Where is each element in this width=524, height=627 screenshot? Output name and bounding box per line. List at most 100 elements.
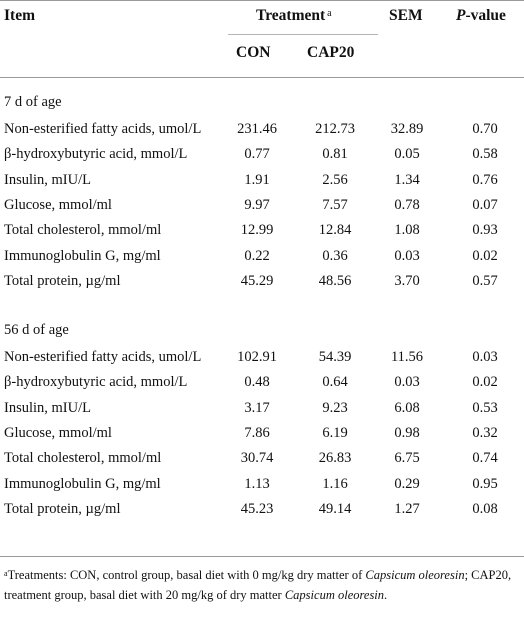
cell-pvalue: 0.32 [472, 424, 498, 441]
cell-pvalue: 0.93 [472, 222, 498, 239]
table-row: Total cholesterol, mmol/ml 12.99 12.84 1.08… [0, 218, 524, 243]
header-treatment-label: Treatment [256, 7, 326, 24]
cell-item: β-hydroxybutyric acid, mmol/L [4, 146, 188, 163]
cell-item: Non-esterified fatty acids, umol/L [4, 349, 202, 365]
footnote-text-1: Treatments: CON, control group, basal di… [7, 568, 366, 582]
cell-pvalue: 0.02 [472, 247, 498, 264]
section-title: 56 d of age [4, 322, 69, 338]
cell-cap20: 48.56 [318, 272, 352, 289]
cell-cap20: 49.14 [318, 500, 352, 517]
section-title: 7 d of age [4, 94, 62, 110]
cell-item: β-hydroxybutyric acid, mmol/L [4, 374, 188, 391]
cell-pvalue: 0.03 [472, 349, 498, 365]
table-row: Immunoglobulin G, mg/ml 1.13 1.16 0.29 0.95 [0, 472, 524, 497]
cell-sem: 0.29 [394, 475, 420, 492]
table-row: Total protein, µg/ml 45.23 49.14 1.27 0.08 [0, 497, 524, 522]
footnote-italic-1: Capsicum oleoresin [365, 568, 465, 582]
cell-pvalue: 0.08 [472, 500, 498, 517]
cell-cap20: 0.81 [322, 146, 348, 163]
treatment-subrule [228, 34, 378, 35]
header-pvalue-suffix: -value [465, 7, 506, 24]
cell-pvalue: 0.57 [472, 272, 498, 289]
table-row: β-hydroxybutyric acid, mmol/L 0.48 0.64 0.0… [0, 370, 524, 395]
cell-sem: 1.08 [394, 222, 420, 239]
header-item: Item [4, 6, 35, 26]
cell-item: Glucose, mmol/ml [4, 424, 112, 441]
cell-con: 0.22 [244, 247, 270, 264]
cell-item: Total protein, µg/ml [4, 272, 121, 289]
cell-con: 0.77 [244, 146, 270, 163]
table-row: β-hydroxybutyric acid, mmol/L 0.77 0.81 0.0… [0, 142, 524, 167]
cell-pvalue: 0.02 [472, 374, 498, 391]
cell-con: 45.23 [240, 500, 274, 517]
cell-cap20: 6.19 [322, 424, 348, 441]
cell-con: 9.97 [244, 196, 270, 213]
table-row: Non-esterified fatty acids, umol/L 231.46… [0, 117, 524, 142]
cell-pvalue: 0.07 [472, 196, 498, 213]
cell-sem: 0.03 [394, 374, 420, 391]
cell-item: Insulin, mIU/L [4, 171, 91, 188]
header-sem-label: SEM [389, 7, 423, 24]
cell-sem: 0.05 [394, 146, 420, 163]
cell-cap20: 26.83 [318, 450, 352, 467]
footnote-text-2: ; CAP20, treatment group, basal diet wit… [4, 568, 512, 602]
header-pvalue: P-value [456, 6, 506, 26]
cell-sem: 0.98 [394, 424, 420, 441]
cell-item: Total protein, µg/ml [4, 500, 121, 517]
cell-pvalue: 0.58 [472, 146, 498, 163]
cell-cap20: 9.23 [322, 399, 348, 416]
cell-item: Immunoglobulin G, mg/ml [4, 475, 161, 492]
footnote-text-3: . [384, 588, 388, 602]
table-row: Non-esterified fatty acids, umol/L 102.91… [0, 345, 524, 370]
header-con: CON [236, 43, 270, 63]
cell-sem: 11.56 [390, 349, 424, 365]
cell-con: 231.46 [237, 121, 277, 137]
table-row: Insulin, mIU/L 3.17 9.23 6.08 0.53 [0, 396, 524, 421]
header-bottom-rule [0, 77, 524, 78]
cell-cap20: 54.39 [318, 349, 352, 365]
cell-pvalue: 0.95 [472, 475, 498, 492]
cell-con: 0.48 [244, 374, 270, 391]
cell-con: 3.17 [244, 399, 270, 416]
cell-sem: 0.03 [394, 247, 420, 264]
footnote-italic-2: Capsicum oleoresin [284, 588, 385, 602]
cell-con: 7.86 [244, 424, 270, 441]
table-row: Total cholesterol, mmol/ml 30.74 26.83 6.75… [0, 446, 524, 471]
cell-sem: 32.89 [390, 121, 424, 137]
cell-item: Total cholesterol, mmol/ml [4, 450, 162, 467]
cell-item: Glucose, mmol/ml [4, 196, 112, 213]
header-sem: SEM [389, 6, 423, 26]
cell-cap20: 12.84 [318, 222, 352, 239]
cell-item: Immunoglobulin G, mg/ml [4, 247, 161, 264]
top-rule [0, 0, 524, 1]
cell-sem: 6.75 [394, 450, 420, 467]
cell-con: 102.91 [237, 349, 277, 365]
cell-cap20: 0.64 [322, 374, 348, 391]
cell-item: Insulin, mIU/L [4, 399, 91, 416]
cell-sem: 6.08 [394, 399, 420, 416]
header-cap20: CAP20 [307, 43, 354, 63]
table-row: Insulin, mIU/L 1.91 2.56 1.34 0.76 [0, 168, 524, 193]
cell-item: Total cholesterol, mmol/ml [4, 222, 162, 239]
header-treatment: Treatment a [256, 6, 332, 26]
cell-pvalue: 0.53 [472, 399, 498, 416]
cell-con: 45.29 [240, 272, 274, 289]
cell-item: Non-esterified fatty acids, umol/L [4, 121, 202, 137]
cell-cap20: 0.36 [322, 247, 348, 264]
cell-cap20: 2.56 [322, 171, 348, 188]
cell-pvalue: 0.74 [472, 450, 498, 467]
cell-cap20: 1.16 [322, 475, 348, 492]
cell-sem: 0.78 [394, 196, 420, 213]
cell-cap20: 7.57 [322, 196, 348, 213]
header-con-label: CON [236, 44, 271, 61]
header-item-label: Item [4, 7, 35, 24]
cell-cap20: 212.73 [315, 121, 355, 137]
cell-pvalue: 0.76 [472, 171, 498, 188]
table-footnote: aTreatments: CON, control group, basal d… [4, 565, 520, 605]
table-bottom-rule [0, 556, 524, 557]
cell-con: 12.99 [240, 222, 274, 239]
table-row: Glucose, mmol/ml 9.97 7.57 0.78 0.07 [0, 193, 524, 218]
footnote-marker: a [4, 569, 8, 578]
cell-sem: 1.34 [394, 171, 420, 188]
cell-sem: 1.27 [394, 500, 420, 517]
